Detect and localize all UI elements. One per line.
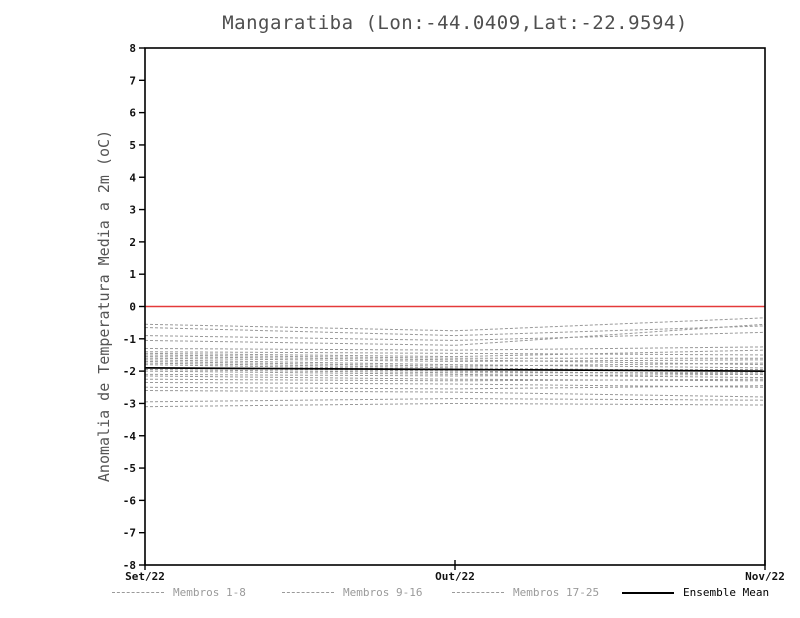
- dashed-line-sample: [112, 592, 164, 593]
- ensemble-member-line: [144, 378, 766, 382]
- legend-label: Membros 9-16: [343, 586, 423, 599]
- plot-area: -8 -7 -6 -5 -4 -3 -2 -1 0 1 2 3 4 5 6 7 8 Set/22 Out/22 Nov…: [123, 42, 785, 582]
- y-tick-label: -5: [123, 462, 136, 475]
- ensemble-member-line: [144, 390, 766, 398]
- ensemble-member-line: [144, 351, 766, 356]
- ensemble-member-line: [144, 369, 765, 374]
- y-tick-label: 1: [129, 268, 136, 281]
- y-tick-label: -1: [123, 333, 137, 346]
- ensemble-member-line: [144, 360, 766, 367]
- ensemble-member-line: [144, 356, 766, 366]
- y-tick-label: -8: [123, 559, 136, 572]
- y-tick-label: 5: [129, 139, 136, 152]
- ensemble-mean-line: [144, 367, 766, 372]
- legend-item-membros-1-8: Membros 1-8: [112, 586, 282, 599]
- ensemble-member-line: [144, 370, 766, 379]
- legend-item-membros-17-25: Membros 17-25: [452, 586, 622, 599]
- ensemble-member-line: [144, 323, 766, 346]
- legend-item-ensemble-mean: Ensemble Mean: [622, 586, 792, 599]
- y-tick-label: -4: [123, 430, 137, 443]
- dashed-line-sample: [282, 592, 334, 593]
- x-tick-label: Nov/22: [745, 570, 785, 582]
- ensemble-member-line: [144, 402, 766, 408]
- ensemble-member-line: [144, 317, 766, 332]
- y-tick-label: 7: [129, 74, 136, 87]
- y-tick-label: 3: [129, 204, 136, 217]
- ensemble-member-line: [144, 349, 766, 358]
- ensemble-member-line: [144, 354, 765, 359]
- ensemble-member-line: [144, 385, 766, 390]
- y-tick-label: -6: [123, 494, 137, 507]
- y-tick-label: 2: [129, 236, 136, 249]
- chart-title: Mangaratiba (Lon:-44.0409,Lat:-22.9594): [222, 12, 688, 34]
- legend-label: Ensemble Mean: [683, 586, 770, 599]
- ensemble-member-line: [144, 331, 766, 341]
- y-tick-label: 4: [129, 171, 136, 184]
- y-tick-label: -2: [123, 365, 136, 378]
- ensemble-member-line: [144, 346, 766, 351]
- y-tick-label: -3: [123, 397, 136, 410]
- dashed-line-sample: [452, 592, 504, 593]
- y-tick-label: -7: [123, 527, 136, 540]
- ensemble-member-line: [144, 357, 766, 362]
- x-tick-label: Out/22: [435, 570, 475, 582]
- y-tick-label: 0: [129, 301, 136, 314]
- y-tick-label: 8: [129, 42, 136, 55]
- solid-line-sample: [622, 591, 674, 594]
- legend-label: Membros 17-25: [513, 586, 600, 599]
- ensemble-member-line: [144, 375, 766, 382]
- ensemble-member-line: [144, 325, 766, 337]
- ensemble-member-line: [144, 398, 766, 403]
- ensemble-member-line: [144, 359, 766, 369]
- legend-item-membros-9-16: Membros 9-16: [282, 586, 452, 599]
- legend: Membros 1-8 Membros 9-16 Membros 17-25 Ense…: [0, 586, 800, 599]
- y-tick-label: 6: [129, 107, 136, 120]
- ensemble-member-line: [144, 373, 766, 377]
- ensemble-member-line: [144, 381, 766, 388]
- x-tick-label: Set/22: [125, 570, 165, 582]
- ensemble-member-line: [144, 367, 766, 375]
- legend-label: Membros 1-8: [173, 586, 246, 599]
